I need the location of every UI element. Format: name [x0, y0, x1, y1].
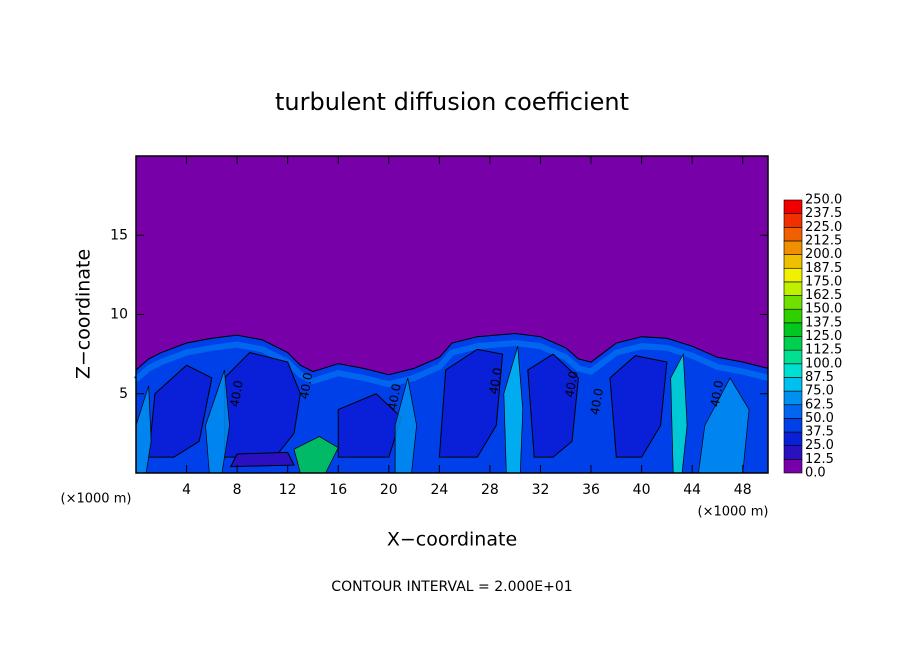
colorbar-label: 0.0 [805, 466, 826, 481]
colorbar-label: 112.5 [805, 343, 842, 358]
field-region [609, 355, 668, 458]
colorbar-swatch [783, 377, 803, 392]
x-tick-label: 8 [233, 482, 242, 498]
field-region [337, 393, 403, 458]
colorbar-label: 225.0 [805, 220, 842, 235]
colorbar-label: 50.0 [805, 411, 834, 426]
colorbar-swatch [783, 281, 803, 296]
colorbar-swatch [783, 227, 803, 242]
colorbar-swatch [783, 459, 803, 474]
x-tick-label: 40 [633, 482, 651, 498]
field-region [438, 348, 504, 458]
x-tick-label: 28 [481, 482, 499, 498]
contour-field [134, 156, 769, 474]
colorbar-label: 200.0 [805, 247, 842, 262]
field-region [527, 353, 579, 458]
colorbar-swatch [783, 418, 803, 433]
colorbar-swatch [783, 199, 803, 214]
colorbar-swatch [783, 254, 803, 269]
colorbar-swatch [783, 240, 803, 255]
x-tick-label: 20 [380, 482, 398, 498]
colorbar-label: 125.0 [805, 329, 842, 344]
colorbar-label: 150.0 [805, 302, 842, 317]
field-region [148, 364, 213, 458]
x-tick-label: 4 [182, 482, 191, 498]
contour-label: 40.0 [297, 371, 315, 400]
x-tick-label: 36 [582, 482, 600, 498]
x-unit-label: (×1000 m) [61, 492, 132, 507]
contour-label: 40.0 [562, 370, 580, 399]
contour-label: 40.0 [708, 379, 726, 408]
footer-note: CONTOUR INTERVAL = 2.000E+01 [331, 579, 572, 595]
colorbar-label: 25.0 [805, 438, 834, 453]
y-tick-label: 5 [119, 386, 128, 402]
contour-label: 40.0 [487, 367, 505, 396]
colorbar-label: 12.5 [805, 452, 834, 467]
contour-label: 40.0 [588, 387, 606, 416]
colorbar-swatch [783, 390, 803, 406]
y-tick-label: 10 [110, 307, 128, 323]
colorbar-label: 250.0 [805, 193, 842, 208]
contour-label: 40.0 [227, 379, 245, 408]
y-axis-label: Z−coordinate [73, 249, 95, 379]
y-tick-label: 15 [110, 227, 128, 243]
colorbar-swatch [783, 363, 803, 378]
colorbar-swatch [783, 213, 803, 228]
colorbar-swatch [783, 349, 803, 365]
x-tick-label: 48 [734, 482, 752, 498]
colorbar-label: 87.5 [805, 370, 834, 385]
field-region [134, 340, 769, 388]
colorbar-swatch [783, 295, 803, 310]
x-tick-label: 24 [430, 482, 448, 498]
colorbar-swatch [783, 267, 803, 283]
colorbar-swatch [783, 322, 803, 337]
field-region [229, 451, 295, 468]
colorbar-swatch [783, 445, 803, 460]
x-axis-label: X−coordinate [387, 529, 517, 551]
colorbar-swatch [783, 336, 803, 351]
colorbar-label: 237.5 [805, 206, 842, 221]
chart-title: turbulent diffusion coefficient [275, 88, 629, 116]
colorbar-swatch [783, 308, 803, 324]
colorbar-swatch [783, 431, 803, 446]
x-tick-label: 32 [532, 482, 550, 498]
colorbar-label: 162.5 [805, 288, 842, 303]
colorbar-swatch [783, 404, 803, 419]
colorbar-label: 75.0 [805, 384, 834, 399]
x-tick-label: 44 [683, 482, 701, 498]
colorbar-label: 100.0 [805, 356, 842, 371]
x-unit-label: (×1000 m) [698, 505, 769, 520]
colorbar-label: 175.0 [805, 274, 842, 289]
colorbar-label: 137.5 [805, 315, 842, 330]
x-tick-label: 12 [279, 482, 297, 498]
colorbar-label: 212.5 [805, 233, 842, 248]
x-tick-label: 16 [329, 482, 347, 498]
colorbar-label: 187.5 [805, 261, 842, 276]
colorbar-label: 37.5 [805, 425, 834, 440]
colorbar-label: 62.5 [805, 397, 834, 412]
contour-label: 40.0 [385, 382, 403, 411]
